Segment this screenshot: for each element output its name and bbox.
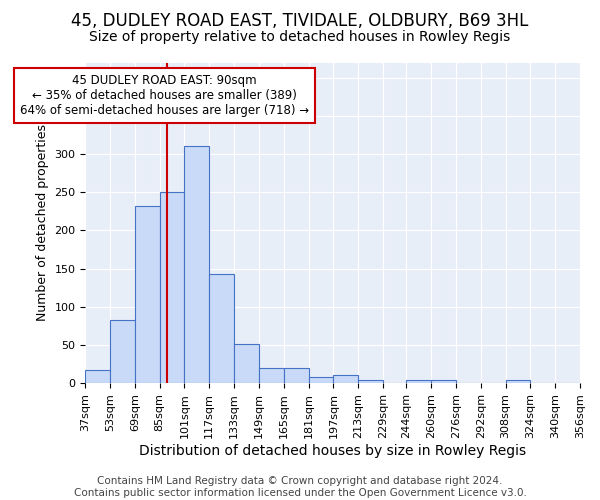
Text: Size of property relative to detached houses in Rowley Regis: Size of property relative to detached ho… xyxy=(89,30,511,44)
Bar xyxy=(284,368,308,383)
Bar xyxy=(358,380,383,383)
Text: 45 DUDLEY ROAD EAST: 90sqm
← 35% of detached houses are smaller (389)
64% of sem: 45 DUDLEY ROAD EAST: 90sqm ← 35% of deta… xyxy=(20,74,309,117)
Bar xyxy=(135,206,160,383)
Bar xyxy=(110,320,135,383)
Bar xyxy=(308,377,334,383)
Bar xyxy=(259,368,284,383)
Y-axis label: Number of detached properties: Number of detached properties xyxy=(36,124,49,322)
Bar xyxy=(160,192,184,383)
Bar xyxy=(334,376,358,383)
Bar xyxy=(184,146,209,383)
X-axis label: Distribution of detached houses by size in Rowley Regis: Distribution of detached houses by size … xyxy=(139,444,526,458)
Bar xyxy=(431,380,456,383)
Text: 45, DUDLEY ROAD EAST, TIVIDALE, OLDBURY, B69 3HL: 45, DUDLEY ROAD EAST, TIVIDALE, OLDBURY,… xyxy=(71,12,529,30)
Bar xyxy=(406,380,431,383)
Text: Contains HM Land Registry data © Crown copyright and database right 2024.
Contai: Contains HM Land Registry data © Crown c… xyxy=(74,476,526,498)
Bar xyxy=(506,380,530,383)
Bar xyxy=(234,344,259,383)
Bar xyxy=(209,274,234,383)
Bar xyxy=(85,370,110,383)
